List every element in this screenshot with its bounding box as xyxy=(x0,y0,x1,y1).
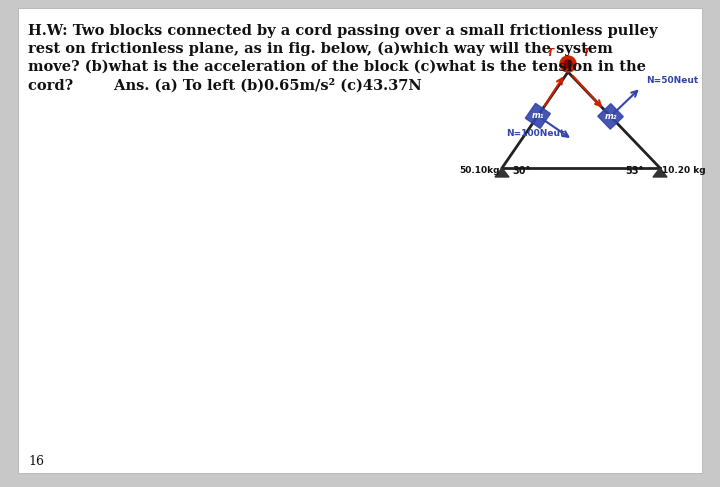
Text: 50.10kg: 50.10kg xyxy=(459,166,500,175)
Text: N=100Neut: N=100Neut xyxy=(506,129,564,138)
Text: N=50Neut: N=50Neut xyxy=(646,76,698,85)
Polygon shape xyxy=(495,168,509,177)
Text: m₂: m₂ xyxy=(604,112,617,121)
Text: T: T xyxy=(582,48,590,58)
Text: 30°: 30° xyxy=(512,166,531,176)
Text: T: T xyxy=(546,48,554,58)
Circle shape xyxy=(560,56,576,72)
Text: rest on frictionless plane, as in fig. below, (a)which way will the system: rest on frictionless plane, as in fig. b… xyxy=(28,42,613,56)
Polygon shape xyxy=(526,103,550,129)
Text: move? (b)what is the acceleration of the block (c)what is the tension in the: move? (b)what is the acceleration of the… xyxy=(28,60,646,74)
Text: 16: 16 xyxy=(28,455,44,468)
Polygon shape xyxy=(653,168,667,177)
Text: H.W: Two blocks connected by a cord passing over a small frictionless pulley: H.W: Two blocks connected by a cord pass… xyxy=(28,24,657,38)
Polygon shape xyxy=(598,104,624,129)
Text: m₁: m₁ xyxy=(531,112,544,120)
Text: 10.20 kg: 10.20 kg xyxy=(662,166,706,175)
Text: cord?        Ans. (a) To left (b)0.65m/s² (c)43.37N: cord? Ans. (a) To left (b)0.65m/s² (c)43… xyxy=(28,78,422,93)
Circle shape xyxy=(564,60,572,68)
Text: 53°: 53° xyxy=(625,166,644,176)
